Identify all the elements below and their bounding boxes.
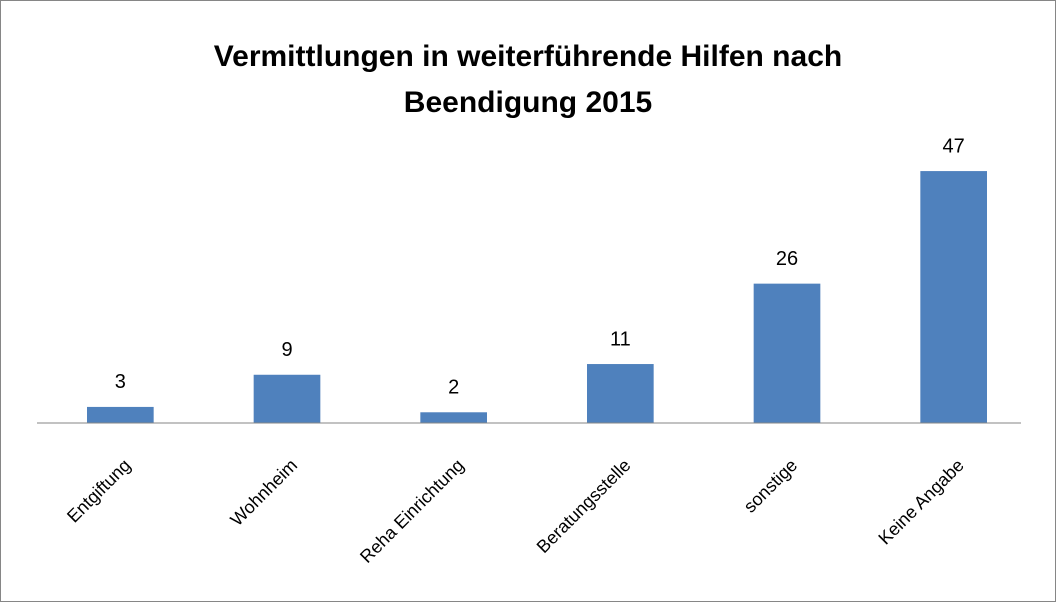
bar: [420, 412, 487, 423]
x-tick-label: Entgiftung: [63, 455, 134, 526]
data-label: 11: [610, 328, 631, 350]
bar: [753, 283, 821, 423]
data-label: 9: [281, 339, 292, 361]
x-tick-label: sonstige: [740, 455, 802, 517]
x-tick-label: Beratungsstelle: [533, 455, 635, 557]
data-label: 26: [776, 248, 798, 270]
x-tick-label: Keine Angabe: [874, 455, 967, 548]
x-tick-label: Reha Einrichtung: [356, 455, 468, 567]
data-label: 2: [448, 377, 459, 399]
data-label: 47: [943, 135, 965, 157]
x-tick-label: Wohnheim: [226, 455, 301, 530]
bar: [87, 406, 154, 423]
bar: [587, 364, 654, 423]
chart-title: Vermittlungen in weiterführende Hilfen n…: [213, 40, 843, 119]
bar: [253, 374, 321, 423]
bar: [920, 171, 987, 423]
data-label: 3: [115, 371, 126, 393]
